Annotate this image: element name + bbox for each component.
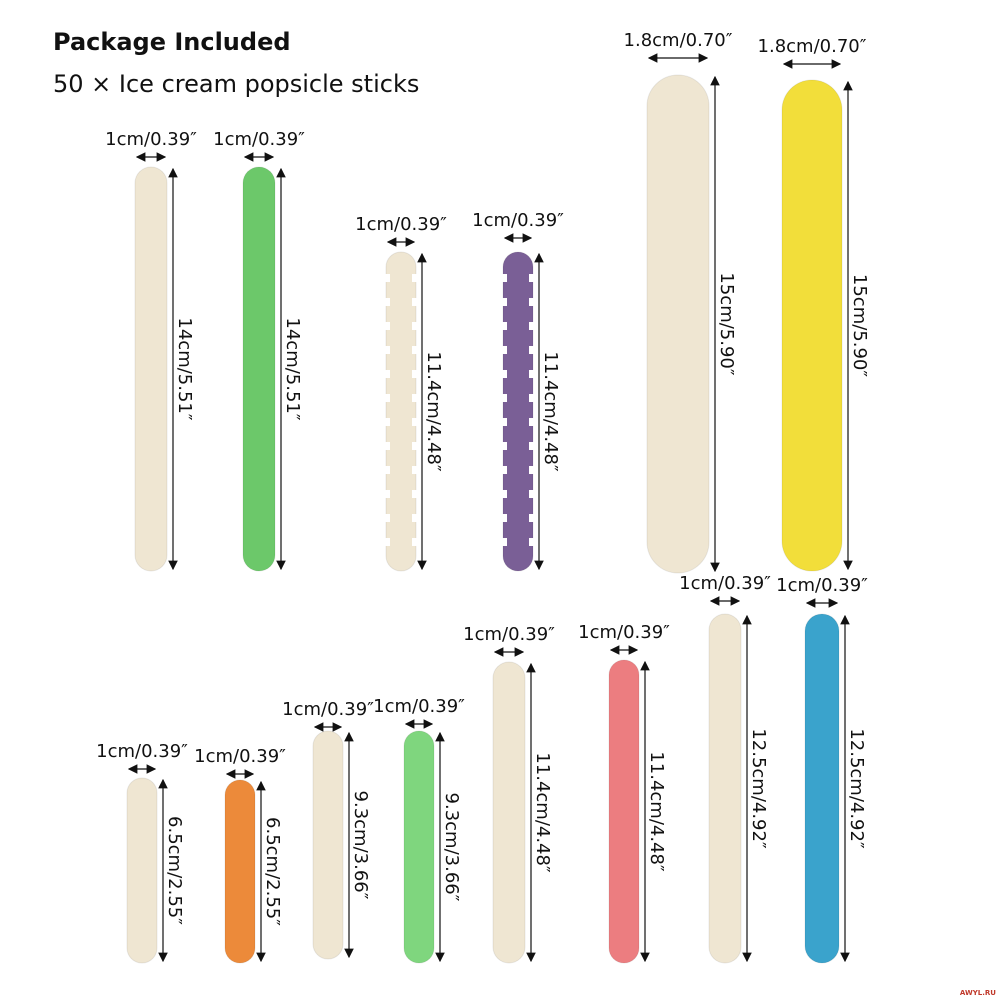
length-label: 14cm/5.51″	[174, 317, 195, 420]
length-label: 11.4cm/4.48″	[423, 351, 444, 472]
notch	[529, 274, 534, 282]
title: Package Included	[53, 28, 291, 56]
notch	[529, 538, 534, 546]
length-label: 15cm/5.90″	[716, 272, 737, 375]
notch	[412, 370, 417, 378]
stick	[646, 74, 710, 574]
notch	[529, 322, 534, 330]
length-label: 9.3cm/3.66″	[350, 791, 371, 900]
width-label: 1cm/0.39″	[194, 746, 286, 767]
width-label: 1.8cm/0.70″	[624, 30, 733, 51]
width-label: 1cm/0.39″	[463, 624, 555, 645]
notch	[385, 274, 390, 282]
notch	[412, 538, 417, 546]
notch	[502, 466, 507, 474]
stick	[403, 730, 435, 964]
notch	[412, 346, 417, 354]
notch	[385, 418, 390, 426]
length-label: 6.5cm/2.55″	[164, 816, 185, 925]
stick	[134, 166, 168, 572]
notch	[529, 490, 534, 498]
width-label: 1cm/0.39″	[96, 741, 188, 762]
notch	[385, 514, 390, 522]
length-label: 15cm/5.90″	[849, 274, 870, 377]
notch	[529, 418, 534, 426]
notch	[412, 490, 417, 498]
notch	[385, 466, 390, 474]
notch	[502, 514, 507, 522]
width-label: 1cm/0.39″	[213, 129, 305, 150]
length-label: 11.4cm/4.48″	[532, 752, 553, 873]
length-label: 9.3cm/3.66″	[441, 793, 462, 902]
notch	[502, 346, 507, 354]
notch	[385, 394, 390, 402]
stick	[126, 777, 158, 964]
notch	[529, 298, 534, 306]
watermark: AWYL.RU	[960, 989, 996, 997]
length-label: 11.4cm/4.48″	[540, 351, 561, 472]
stick	[224, 779, 256, 964]
length-label: 14cm/5.51″	[282, 317, 303, 420]
width-label: 1.8cm/0.70″	[758, 36, 867, 57]
length-label: 11.4cm/4.48″	[646, 751, 667, 872]
stick	[242, 166, 276, 572]
notch	[412, 322, 417, 330]
notch	[502, 394, 507, 402]
notch	[529, 514, 534, 522]
width-label: 1cm/0.39″	[472, 210, 564, 231]
stick	[608, 659, 640, 964]
notch	[412, 394, 417, 402]
subtitle: 50 × Ice cream popsicle sticks	[53, 70, 419, 98]
notch	[502, 442, 507, 450]
notch	[385, 538, 390, 546]
notch	[385, 298, 390, 306]
notch	[385, 322, 390, 330]
notch	[412, 466, 417, 474]
width-label: 1cm/0.39″	[679, 573, 771, 594]
stick	[492, 661, 526, 964]
notch	[385, 442, 390, 450]
notch	[529, 346, 534, 354]
notch	[502, 274, 507, 282]
length-label: 6.5cm/2.55″	[262, 817, 283, 926]
stick	[502, 251, 534, 572]
notch	[529, 466, 534, 474]
notch	[385, 370, 390, 378]
notch	[412, 298, 417, 306]
notch	[385, 490, 390, 498]
length-label: 12.5cm/4.92″	[748, 728, 769, 849]
notch	[502, 418, 507, 426]
notch	[412, 442, 417, 450]
width-label: 1cm/0.39″	[578, 622, 670, 643]
width-label: 1cm/0.39″	[373, 696, 465, 717]
width-label: 1cm/0.39″	[776, 575, 868, 596]
stick	[708, 613, 742, 964]
notch	[412, 274, 417, 282]
stick	[385, 251, 417, 572]
notch	[412, 418, 417, 426]
width-label: 1cm/0.39″	[282, 699, 374, 720]
width-label: 1cm/0.39″	[105, 129, 197, 150]
notch	[502, 322, 507, 330]
notch	[502, 370, 507, 378]
notch	[529, 442, 534, 450]
notch	[412, 514, 417, 522]
width-label: 1cm/0.39″	[355, 214, 447, 235]
notch	[529, 370, 534, 378]
stick	[312, 730, 344, 960]
stick	[781, 79, 843, 572]
stick	[804, 613, 840, 964]
notch	[529, 394, 534, 402]
length-label: 12.5cm/4.92″	[846, 728, 867, 849]
notch	[385, 346, 390, 354]
notch	[502, 490, 507, 498]
notch	[502, 298, 507, 306]
notch	[502, 538, 507, 546]
